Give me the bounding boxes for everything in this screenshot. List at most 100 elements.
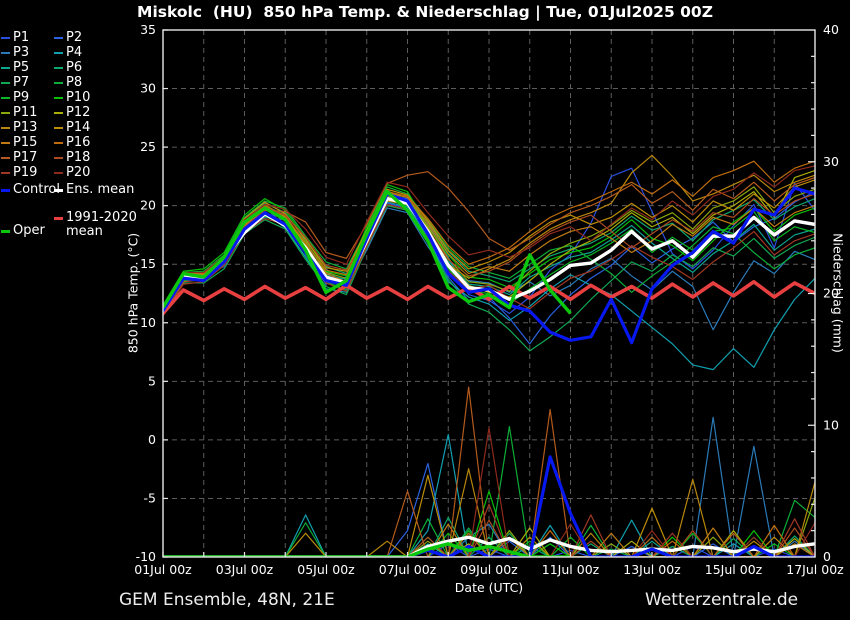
legend-item-p16: P16 (54, 136, 90, 150)
legend-label: P16 (66, 135, 91, 150)
series-temp-P7 (163, 205, 815, 352)
series-precip-P15 (163, 523, 815, 557)
x-tick-label: 05Jul 00z (297, 562, 355, 577)
y-tick-label-left: 30 (140, 81, 156, 96)
y-tick-label-left: 25 (140, 139, 156, 154)
x-tick-label: 01Jul 00z (134, 562, 192, 577)
series-precip-P1 (163, 543, 815, 557)
legend-label: P12 (66, 105, 91, 120)
legend-item-p8: P8 (54, 76, 82, 90)
series-layer (163, 154, 815, 557)
chart-title: Miskolc (HU) 850 hPa Temp. & Niederschla… (137, 3, 713, 21)
legend-item-control: Control (1, 183, 60, 197)
y-tick-label-left: -5 (144, 490, 156, 505)
legend-item-p19: P19 (1, 166, 37, 180)
y-axis-label-right: Niederschlag (mm) (830, 233, 846, 353)
legend-label: P4 (66, 45, 83, 60)
legend-label: P17 (13, 150, 38, 165)
legend-label: P20 (66, 165, 91, 180)
series-temp-P20 (163, 165, 815, 307)
y-tick-label-right: 0 (823, 549, 831, 564)
series-temp-P19 (163, 203, 815, 317)
legend-label: Oper (13, 223, 45, 238)
y-tick-label-right: 10 (823, 417, 839, 432)
series-temp-P10 (163, 183, 815, 306)
legend-item-p13: P13 (1, 121, 37, 135)
legend-item-p17: P17 (1, 151, 37, 165)
legend-label: P2 (66, 30, 83, 45)
legend-item-p12: P12 (54, 106, 90, 120)
legend-item-ens-mean: Ens. mean (54, 183, 134, 197)
legend: P1 P2 P3 P4 P5 P6 P7 P8 P9 P10 P11 P12 P13 P14 P15 P16 P… (0, 0, 160, 250)
tick-labels: 35 30 25 20 15 10 5 0 -5 -10 40 30 20 10 0 01Jul 00z 03J… (134, 22, 844, 577)
legend-label: P9 (13, 90, 30, 105)
legend-label: P19 (13, 165, 38, 180)
y-tick-label-left: 35 (140, 22, 156, 37)
legend-item-p20: P20 (54, 166, 90, 180)
model-info-label: GEM Ensemble, 48N, 21E (119, 590, 335, 610)
x-tick-label: 17Jul 00z (786, 562, 844, 577)
x-tick-label: 03Jul 00z (216, 562, 274, 577)
legend-item-p4: P4 (54, 46, 82, 60)
x-tick-label: 15Jul 00z (705, 562, 763, 577)
legend-item-p18: P18 (54, 151, 90, 165)
series-precip-P10 (163, 490, 815, 557)
series-precip-P19 (163, 503, 815, 557)
legend-item-p15: P15 (1, 136, 37, 150)
legend-swatch (1, 157, 10, 159)
legend-item-p10: P10 (54, 91, 90, 105)
legend-item-p14: P14 (54, 121, 90, 135)
legend-label: Ens. mean (66, 182, 135, 197)
series-precip-P13 (163, 468, 815, 557)
series-temp-Control (163, 186, 815, 345)
legend-swatch (1, 127, 10, 129)
legend-label: P7 (13, 75, 30, 90)
legend-swatch (54, 97, 63, 99)
y-axis-label-left: 850 hPa Temp. (°C) (125, 232, 141, 354)
x-tick-label: 11Jul 00z (542, 562, 600, 577)
x-tick-label: 13Jul 00z (623, 562, 681, 577)
series-temp-1991-2020-mean (163, 279, 815, 315)
legend-swatch (54, 189, 63, 192)
series-precip-P3 (163, 416, 815, 557)
legend-swatch (1, 37, 10, 39)
legend-label: P5 (13, 60, 30, 75)
y-tick-label-left: 15 (140, 256, 156, 271)
legend-label: P10 (66, 90, 91, 105)
legend-label: P3 (13, 45, 30, 60)
x-tick-label: 09Jul 00z (460, 562, 518, 577)
x-tick-label: 07Jul 00z (379, 562, 437, 577)
legend-item-1991-2020-mean: 1991-2020 mean (54, 211, 144, 239)
series-precip-P11 (163, 497, 815, 557)
y-tick-label-left: 0 (148, 432, 156, 447)
legend-swatch (1, 230, 10, 233)
y-tick-label-left: 10 (140, 315, 156, 330)
legend-label: P15 (13, 135, 38, 150)
legend-item-p11: P11 (1, 106, 37, 120)
branding-label: Wetterzentrale.de (645, 590, 799, 610)
legend-swatch (54, 52, 63, 54)
series-temp-P8 (163, 186, 815, 307)
legend-swatch (1, 97, 10, 99)
y-tick-label-right: 40 (823, 22, 839, 37)
legend-label: 1991-2020 mean (66, 210, 137, 239)
legend-item-p6: P6 (54, 61, 82, 75)
legend-label: P6 (66, 60, 83, 75)
legend-swatch (54, 82, 63, 84)
y-tick-label-right: 20 (823, 286, 839, 301)
series-precip-Oper (163, 542, 571, 557)
legend-swatch (1, 172, 10, 174)
legend-item-p2: P2 (54, 31, 82, 45)
legend-item-p5: P5 (1, 61, 29, 75)
legend-swatch (1, 52, 10, 54)
legend-swatch (54, 217, 63, 220)
legend-label: P1 (13, 30, 30, 45)
legend-swatch (1, 67, 10, 69)
legend-item-oper: Oper (1, 224, 45, 238)
legend-label: P14 (66, 120, 91, 135)
x-axis-label: Date (UTC) (454, 580, 524, 595)
legend-item-p1: P1 (1, 31, 29, 45)
legend-swatch (54, 37, 63, 39)
series-precip-P20 (163, 427, 815, 557)
